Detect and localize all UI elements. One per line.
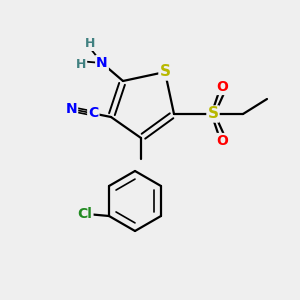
Text: S: S <box>208 106 218 122</box>
Text: S: S <box>160 64 170 80</box>
Text: O: O <box>216 80 228 94</box>
Text: Cl: Cl <box>78 208 92 221</box>
Text: H: H <box>76 58 86 71</box>
Text: N: N <box>96 56 108 70</box>
Text: N: N <box>65 102 77 116</box>
Text: C: C <box>88 106 98 121</box>
Text: H: H <box>85 37 95 50</box>
Text: O: O <box>216 134 228 148</box>
